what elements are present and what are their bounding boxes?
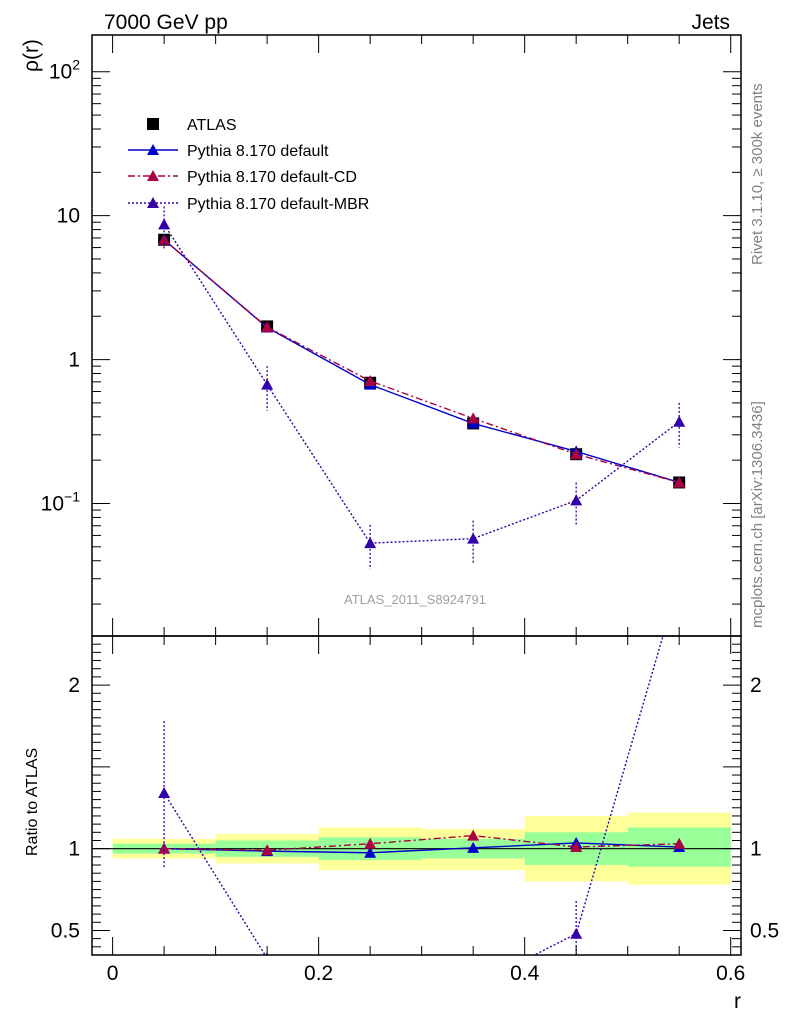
plot-frames <box>91 34 742 956</box>
x-tick-label: 0 <box>107 962 119 985</box>
x-tick-label: 0.2 <box>304 962 333 985</box>
ratio-point-pythia-8-170-default-cd <box>364 837 377 849</box>
x-tick-label: 0.4 <box>510 962 540 985</box>
ratio-point-pythia-8-170-default-mbr <box>673 574 685 585</box>
series-point-pythia-8-170-default-cd <box>467 412 480 424</box>
y-tick-label: 10−1 <box>41 488 81 515</box>
ratio-point-pythia-8-170-default <box>467 841 480 853</box>
ratio-point-pythia-8-170-default-mbr <box>467 980 479 991</box>
axis-ticks: 0 0.2 0.4 0.6 102 10 1 10−1 2 2 1 1 0.5 0.5 <box>41 35 779 985</box>
ratio-point-pythia-8-170-default-mbr <box>158 787 171 799</box>
legend-marker-atlas <box>147 118 159 130</box>
legend: ATLAS Pythia 8.170 default Pythia 8.170 de… <box>128 117 369 213</box>
ratio-line-pythia-8-170-default-cd <box>164 834 680 852</box>
ratio-point-pythia-8-170-default-cd <box>158 842 171 854</box>
y-tick-label-ratio-right: 0.5 <box>750 919 779 942</box>
series-point-pythia-8-170-default-mbr <box>261 378 274 390</box>
series-point-pythia-8-170-default-mbr <box>467 532 480 544</box>
ratio-point-pythia-8-170-default-cd <box>570 841 583 853</box>
series-point-pythia-8-170-default-cd <box>673 476 686 488</box>
x-tick-label: 0.6 <box>716 962 745 985</box>
ratio-point-pythia-8-170-default-mbr <box>570 927 583 939</box>
legend-label: Pythia 8.170 default-CD <box>187 169 357 186</box>
series-point-pythia-8-170-default-cd <box>364 374 377 386</box>
y-tick-label: 102 <box>49 57 80 84</box>
ratio-point-pythia-8-170-default-cd <box>673 837 686 849</box>
series-point-pythia-8-170-default-mbr <box>673 415 686 427</box>
y-tick-label-ratio: 1 <box>68 838 80 861</box>
watermark-label: ATLAS_2011_S8924791 <box>344 592 486 607</box>
series-point-pythia-8-170-default-cd <box>570 448 583 460</box>
legend-marker <box>147 144 159 155</box>
ratio-point-pythia-8-170-default-cd <box>261 844 274 856</box>
series-line-pythia-8-170-default-mbr <box>163 223 680 544</box>
series-line-pythia-8-170-default-cd <box>163 239 680 484</box>
y-axis-label-top: ρ(r) <box>20 39 43 72</box>
legend-label: ATLAS <box>187 117 237 134</box>
legend-marker <box>147 197 159 208</box>
header-left: 7000 GeV pp <box>104 11 228 34</box>
y-tick-label-ratio-right: 1 <box>750 838 762 861</box>
y-tick-label-ratio: 0.5 <box>51 919 80 942</box>
ratio-point-pythia-8-170-default-mbr <box>364 994 376 1005</box>
y-axis-label-ratio: Ratio to ATLAS <box>24 748 41 856</box>
x-axis-label: r <box>734 990 741 1013</box>
header-right: Jets <box>691 11 730 34</box>
legend-label: Pythia 8.170 default <box>187 143 329 160</box>
series-point-pythia-8-170-default-mbr <box>570 494 583 506</box>
ratio-plot-data <box>92 574 741 1005</box>
legend-label: Pythia 8.170 default-MBR <box>187 196 369 213</box>
y-tick-label-ratio-right: 2 <box>750 674 762 697</box>
y-tick-label: 1 <box>68 349 80 372</box>
side-label-lower: mcplots.cern.ch [arXiv:1306.3436] <box>749 401 766 628</box>
legend-marker <box>147 170 159 181</box>
y-tick-label-ratio: 2 <box>68 674 80 697</box>
series-point-pythia-8-170-default-cd <box>261 321 274 333</box>
side-label-upper: Rivet 3.1.10, ≥ 300k events <box>749 83 766 265</box>
series-line-pythia-8-170-default <box>163 239 680 484</box>
y-tick-label: 10 <box>57 205 80 228</box>
ratio-point-pythia-8-170-default <box>364 846 377 858</box>
ratio-point-pythia-8-170-default-cd <box>467 829 480 841</box>
series-point-pythia-8-170-default-mbr <box>364 537 377 549</box>
series-point-pythia-8-170-default-mbr <box>158 218 171 230</box>
ratio-plot-frame <box>91 635 742 956</box>
main-plot-data <box>158 206 686 570</box>
